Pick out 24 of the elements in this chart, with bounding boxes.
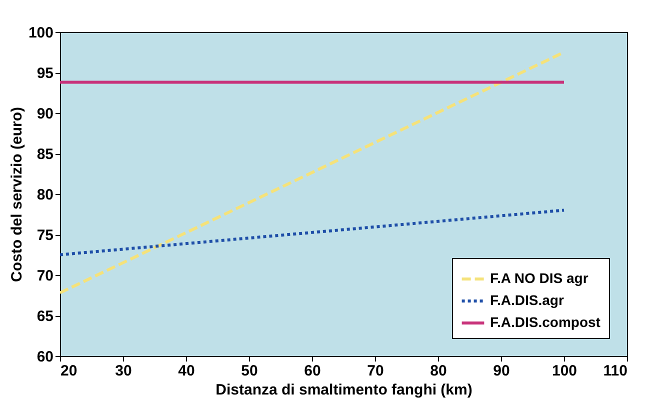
y-tick-label: 95 [36, 65, 54, 82]
x-tick-label: 110 [603, 362, 628, 380]
y-tick-label: 75 [36, 227, 54, 244]
legend-label: F.A.DIS.agr [490, 292, 564, 308]
x-tick-label: 30 [115, 362, 132, 380]
y-tick-label: 90 [36, 106, 54, 122]
legend-label: F.A NO DIS agr [490, 270, 589, 286]
y-axis-title: Costo del servizio (euro) [8, 106, 26, 282]
x-tick-label: 90 [493, 362, 510, 380]
x-tick-label: 100 [552, 362, 578, 380]
x-tick-label: 80 [430, 362, 447, 380]
x-tick-label: 20 [60, 362, 78, 380]
y-tick-label: 65 [36, 308, 54, 325]
x-tick-label: 50 [241, 362, 258, 380]
x-tick-label: 40 [178, 362, 195, 380]
x-axis-title: Distanza di smaltimento fanghi (km) [216, 382, 472, 398]
y-tick-label: 85 [36, 146, 54, 163]
y-tick-label: 80 [36, 186, 54, 204]
y-tick-label: 70 [36, 268, 54, 284]
y-tick-label: 100 [28, 24, 54, 42]
x-tick-label: 70 [367, 362, 384, 380]
x-tick-label: 60 [304, 362, 321, 380]
legend-label: F.A.DIS.compost [490, 314, 601, 330]
y-tick-label: 60 [36, 348, 54, 366]
